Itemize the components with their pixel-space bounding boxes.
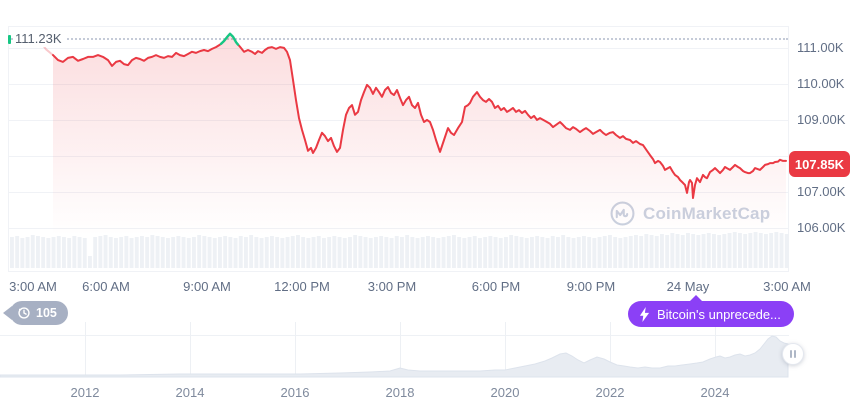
navigator-area-chart[interactable] — [0, 326, 789, 380]
navigator-gridline-2016 — [295, 322, 296, 376]
x-axis-label: 3:00 AM — [9, 279, 57, 294]
navigator-drag-handle[interactable] — [782, 343, 804, 365]
year-label: 2018 — [385, 385, 415, 400]
y-axis-label: 109.00K — [797, 112, 846, 127]
price-series — [39, 32, 787, 268]
x-axis-label: 9:00 AM — [183, 279, 231, 294]
year-label: 2024 — [700, 385, 730, 400]
lightning-icon — [639, 306, 650, 322]
y-axis-label: 107.00K — [797, 184, 846, 199]
pause-bar-icon — [790, 350, 792, 358]
x-axis-label: 6:00 PM — [471, 279, 521, 294]
y-axis-label: 106.00K — [797, 220, 846, 235]
navigator-gridline-2012 — [85, 322, 86, 376]
news-annotation-pill[interactable]: Bitcoin's unprecede... — [628, 295, 794, 327]
y-axis-label: 111.00K — [797, 40, 844, 55]
year-label: 2022 — [595, 385, 625, 400]
year-label: 2014 — [175, 385, 205, 400]
ath-green-tick — [8, 35, 11, 44]
gridline-110k — [8, 84, 789, 85]
history-count: 105 — [36, 306, 57, 320]
x-axis-label: 12:00 PM — [274, 279, 330, 294]
year-label: 2016 — [280, 385, 310, 400]
news-headline: Bitcoin's unprecede... — [657, 306, 781, 322]
x-axis-label: 3:00 AM — [763, 279, 811, 294]
navigator-gridline-2014 — [190, 322, 191, 376]
x-axis-label: 24 May — [666, 279, 710, 294]
ath-dotted-line — [8, 38, 788, 40]
x-axis-label: 9:00 PM — [566, 279, 616, 294]
price-line-chart[interactable] — [8, 26, 789, 272]
gridline-111k — [8, 48, 789, 49]
y-axis-label: 110.00K — [797, 76, 845, 91]
pause-bar-icon — [794, 350, 796, 358]
ath-price-label: 111.23K — [13, 31, 67, 47]
history-count-badge[interactable]: 105 — [3, 301, 68, 325]
navigator-gridline-2024 — [715, 322, 716, 376]
navigator-top-border — [0, 335, 789, 336]
navigator-gridline-2022 — [610, 322, 611, 376]
year-label: 2012 — [70, 385, 100, 400]
x-axis-label: 6:00 AM — [82, 279, 130, 294]
year-label: 2020 — [490, 385, 520, 400]
current-price-badge: 107.85K — [789, 151, 850, 177]
history-clock-icon — [18, 307, 30, 319]
navigator-gridline-2020 — [505, 322, 506, 376]
x-axis-label: 3:00 PM — [367, 279, 417, 294]
navigator-gridline-2018 — [400, 322, 401, 376]
